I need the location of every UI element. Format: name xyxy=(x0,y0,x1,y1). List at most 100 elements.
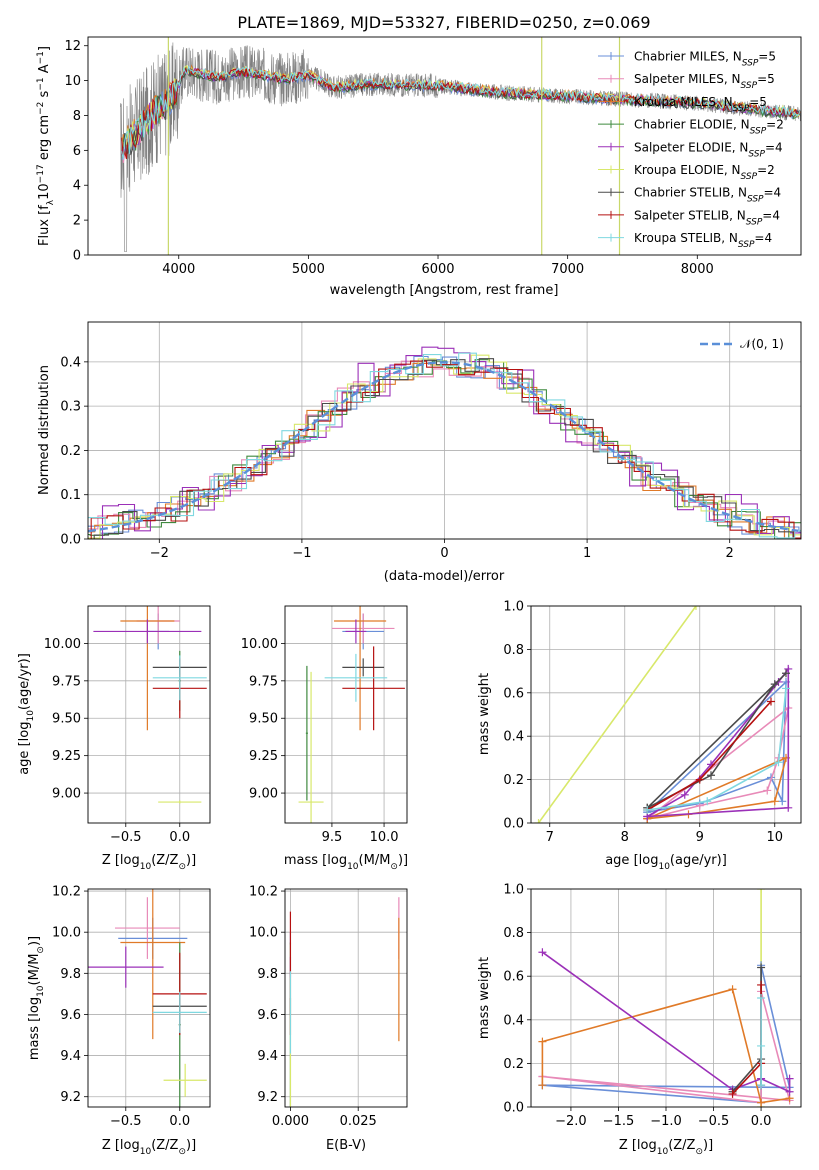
y-tick-label: 9.4 xyxy=(60,1049,81,1064)
x-tick-label: 7 xyxy=(546,830,554,845)
mass-weight-line xyxy=(733,985,762,1094)
legend-entry: Chabrier STELIB, NSSP=4 xyxy=(634,186,781,205)
histogram-series xyxy=(77,363,819,539)
x-axis-label: Z [log10(Z/Z⊙)] xyxy=(102,1138,196,1157)
x-tick-label: 5000 xyxy=(292,262,325,277)
mass-weight-point xyxy=(757,1081,765,1089)
x-tick-label: 0.000 xyxy=(272,1114,309,1129)
y-axis-label: mass weight xyxy=(477,957,492,1039)
residuals-plot-area xyxy=(75,347,819,539)
x-tick-label: 6000 xyxy=(421,262,454,277)
age-vs-mass-axes: 9.5 10.09.009.259.509.7510.00 xyxy=(241,606,407,845)
y-axis-label: age [log10(age/yr)] xyxy=(17,653,36,775)
legend-entry: Kroupa STELIB, NSSP=4 xyxy=(634,231,772,250)
x-tick-label: −2 xyxy=(150,546,169,561)
y-tick-label: 0.4 xyxy=(60,355,81,370)
y-axis-label: Normed distribution xyxy=(37,365,52,495)
y-tick-label: 4 xyxy=(73,179,81,194)
x-axis-label: age [log10(age/yr)] xyxy=(605,853,727,872)
y-tick-label: 0.2 xyxy=(503,773,524,788)
y-tick-label: 10.2 xyxy=(249,885,278,900)
mass-weight-point xyxy=(757,1099,765,1107)
y-tick-label: 9.8 xyxy=(60,967,81,982)
y-tick-label: 0.8 xyxy=(503,643,524,658)
x-tick-label: −0.5 xyxy=(110,1114,142,1129)
x-tick-label: 2 xyxy=(726,546,734,561)
x-tick-label: 8 xyxy=(621,830,629,845)
x-tick-label: 1 xyxy=(583,546,591,561)
legend-entry: Salpeter STELIB, NSSP=4 xyxy=(634,208,780,227)
x-tick-label: 10.0 xyxy=(370,830,399,845)
x-tick-label: 8000 xyxy=(681,262,714,277)
x-tick-label: −0.5 xyxy=(698,1114,730,1129)
y-tick-label: 9.2 xyxy=(60,1090,81,1105)
y-tick-label: 0.2 xyxy=(503,1057,524,1072)
x-tick-label: 0.0 xyxy=(751,1114,772,1129)
mass-weight-point xyxy=(757,1042,765,1050)
x-axis-label: wavelength [Angstrom, rest frame] xyxy=(330,283,559,298)
y-axis-label: mass [log10(M/M⊙)] xyxy=(27,936,46,1060)
y-tick-label: 9.25 xyxy=(52,749,81,764)
legend-entry: Chabrier ELODIE, NSSP=2 xyxy=(634,118,784,137)
y-tick-label: 9.50 xyxy=(249,712,278,727)
histogram-series xyxy=(87,347,819,539)
residuals-axes: −2 −1 0 1 2 0.0 0.1 0.2 0.3 0.4 xyxy=(60,322,801,561)
mass-vs-ebv-axes: 0.000 0.025 9.2 9.4 9.6 9.8 10.0 10.2 xyxy=(249,885,407,1129)
x-tick-label: 9 xyxy=(696,830,704,845)
y-tick-label: 0.6 xyxy=(503,686,524,701)
x-axis-label: E(B-V) xyxy=(326,1138,366,1153)
y-tick-label: 9.75 xyxy=(52,674,81,689)
legend-entry: Chabrier MILES, NSSP=5 xyxy=(634,50,776,69)
y-tick-label: 10 xyxy=(64,74,81,89)
y-tick-label: 0.2 xyxy=(60,444,81,459)
y-tick-label: 0.4 xyxy=(503,730,524,745)
y-tick-label: 10.00 xyxy=(241,637,278,652)
y-tick-label: 8 xyxy=(73,109,81,124)
mass-vs-Z-frame xyxy=(88,889,210,1107)
mass-weight-point xyxy=(538,1081,546,1089)
y-tick-label: 6 xyxy=(73,144,81,159)
x-tick-label: 9.5 xyxy=(322,830,343,845)
y-tick-label: 10.0 xyxy=(249,926,278,941)
x-tick-label: 4000 xyxy=(162,262,195,277)
mass-weight-vs-Z-axes: −2.0 −1.5 −1.0 −0.5 0.0 0.0 0.2 0.4 0.6 0.8 1.0 xyxy=(503,883,801,1130)
mass-weight-point xyxy=(771,797,779,805)
legend-entry: Salpeter ELODIE, NSSP=4 xyxy=(634,140,783,159)
x-tick-label: −1.0 xyxy=(650,1114,682,1129)
legend: Chabrier MILES, NSSP=5 Salpeter MILES, NS… xyxy=(598,50,784,251)
y-tick-label: 9.00 xyxy=(249,787,278,802)
mass-weight-point xyxy=(784,804,792,812)
legend-entry: Kroupa ELODIE, NSSP=2 xyxy=(634,163,775,182)
x-tick-label: 7000 xyxy=(551,262,584,277)
x-axis-label: mass [log10(M/M⊙)] xyxy=(284,853,408,872)
figure-title: PLATE=1869, MJD=53327, FIBERID=0250, z=0… xyxy=(237,13,650,32)
x-tick-label: −1.5 xyxy=(603,1114,635,1129)
y-tick-label: 1.0 xyxy=(503,883,524,898)
y-tick-label: 9.4 xyxy=(257,1049,278,1064)
y-tick-label: 10.2 xyxy=(52,885,81,900)
y-tick-label: 10.00 xyxy=(44,637,81,652)
y-tick-label: 9.50 xyxy=(52,712,81,727)
y-tick-label: 0.0 xyxy=(503,1101,524,1116)
y-tick-label: 0.3 xyxy=(60,400,81,415)
x-tick-label: 0.0 xyxy=(169,830,190,845)
y-tick-label: 9.00 xyxy=(52,787,81,802)
age-vs-mass-frame xyxy=(285,606,407,823)
legend-entry: Kroupa MILES, NSSP=5 xyxy=(634,95,767,114)
x-axis-label: Z [log10(Z/Z⊙)] xyxy=(619,1138,713,1157)
x-axis-label: (data-model)/error xyxy=(384,569,505,584)
x-tick-label: 0 xyxy=(440,546,448,561)
y-tick-label: 0.0 xyxy=(503,817,524,832)
mass-vs-Z-plot-area xyxy=(88,846,207,1107)
y-tick-label: 0.0 xyxy=(60,533,81,548)
x-tick-label: 0.025 xyxy=(340,1114,377,1129)
legend-entry: 𝒩(0, 1) xyxy=(740,337,784,351)
mass-weight-point xyxy=(778,797,786,805)
y-tick-label: 9.8 xyxy=(257,967,278,982)
y-tick-label: 9.6 xyxy=(257,1008,278,1023)
mass-weight-point xyxy=(763,786,771,794)
legend-entry: Salpeter MILES, NSSP=5 xyxy=(634,72,775,91)
x-tick-label: 0.0 xyxy=(169,1114,190,1129)
y-tick-label: 9.6 xyxy=(60,1008,81,1023)
y-axis-label: Flux [fλ10−17 erg cm−2 s−1 A−1] xyxy=(36,46,56,246)
